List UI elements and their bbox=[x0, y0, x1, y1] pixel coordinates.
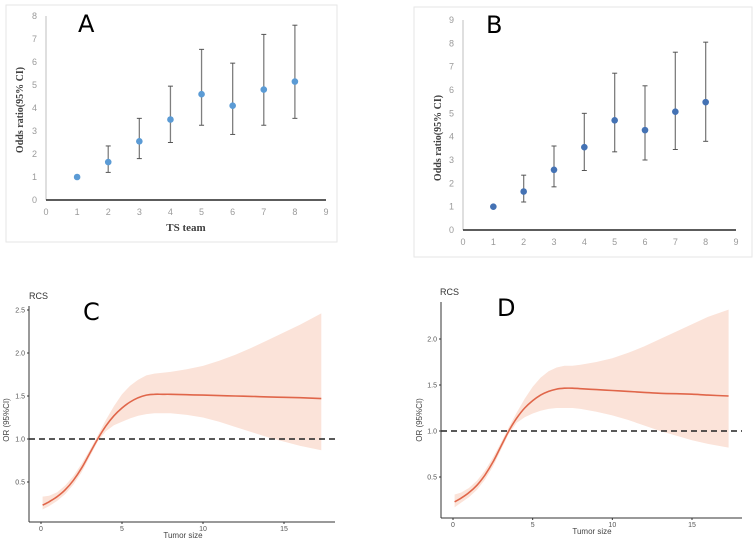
y-tick-label: 6 bbox=[449, 85, 454, 95]
panel-a-x-axis-label: TS team bbox=[166, 222, 205, 234]
x-tick-label: 10 bbox=[199, 526, 207, 533]
data-point bbox=[520, 188, 527, 195]
x-tick-label: 6 bbox=[230, 207, 235, 217]
x-tick-label: 1 bbox=[75, 207, 80, 217]
x-tick-label: 4 bbox=[168, 207, 173, 217]
x-tick-label: 8 bbox=[292, 207, 297, 217]
panel-a-y-axis-label: Odds ratio(95% CI) bbox=[15, 67, 26, 153]
data-point bbox=[581, 143, 588, 151]
y-tick-label: 0 bbox=[32, 195, 37, 205]
x-tick-label: 1 bbox=[491, 237, 496, 247]
panel-a: 0 1 2 3 4 5 6 7 8 0 1 2 3 4 5 6 7 8 9 A Odds ratio(95% CI… bbox=[5, 4, 338, 243]
panel-b-frame bbox=[413, 6, 753, 258]
y-tick-label: 0.5 bbox=[15, 480, 25, 487]
x-tick-label: 6 bbox=[642, 237, 647, 247]
panel-c-title: RCS bbox=[29, 291, 48, 301]
x-tick-label: 3 bbox=[137, 207, 142, 217]
x-tick-label: 7 bbox=[673, 237, 678, 247]
y-tick-label: 7 bbox=[32, 34, 37, 44]
panel-d-letter: D bbox=[497, 294, 515, 322]
y-tick-label: 4 bbox=[32, 103, 37, 113]
y-tick-label: 1.0 bbox=[427, 429, 437, 436]
confidence-band bbox=[454, 309, 729, 508]
data-point bbox=[104, 158, 112, 166]
y-tick-label: 2.5 bbox=[15, 308, 25, 315]
y-tick-label: 3 bbox=[449, 155, 454, 165]
rcs-curve bbox=[42, 393, 322, 506]
x-tick-label: 9 bbox=[323, 207, 328, 217]
data-point bbox=[229, 102, 236, 109]
panel-c-x-axis-label: Tumor size bbox=[163, 531, 203, 540]
panel-d-title: RCS bbox=[440, 287, 459, 297]
x-tick-label: 10 bbox=[608, 522, 616, 529]
panel-d-y-axis-label: OR (95%CI) bbox=[415, 398, 424, 442]
panel-d-x-axis-label: Tumor size bbox=[572, 527, 612, 536]
y-tick-label: 4 bbox=[449, 132, 454, 142]
y-tick-label: 0.5 bbox=[427, 475, 437, 482]
data-point bbox=[641, 126, 649, 134]
x-tick-label: 5 bbox=[612, 237, 617, 247]
x-tick-label: 4 bbox=[582, 237, 587, 247]
data-point bbox=[260, 86, 268, 93]
data-point bbox=[672, 108, 679, 115]
data-point bbox=[291, 78, 299, 85]
x-tick-label: 7 bbox=[261, 207, 266, 217]
x-tick-label: 0 bbox=[460, 237, 465, 247]
x-tick-label: 8 bbox=[703, 237, 708, 247]
panel-c: 0.51.01.52.02.5 0 5 10 15 RCS C OR (95%CI) … bbox=[2, 291, 335, 540]
panel-c-letter: C bbox=[83, 298, 100, 326]
y-tick-label: 7 bbox=[449, 62, 454, 72]
data-point bbox=[550, 166, 558, 174]
data-point bbox=[167, 116, 174, 123]
y-tick-label: 6 bbox=[32, 57, 37, 67]
y-tick-label: 2 bbox=[32, 149, 37, 159]
y-tick-label: 8 bbox=[449, 38, 454, 48]
y-tick-label: 2.0 bbox=[427, 337, 437, 344]
x-tick-label: 9 bbox=[733, 237, 738, 247]
data-point bbox=[198, 90, 205, 98]
y-tick-label: 1.0 bbox=[15, 437, 25, 444]
panel-b-letter: B bbox=[486, 11, 502, 39]
x-tick-label: 2 bbox=[521, 237, 526, 247]
data-point bbox=[702, 98, 709, 106]
data-point bbox=[136, 138, 143, 145]
y-tick-label: 2.0 bbox=[15, 351, 25, 358]
x-tick-label: 0 bbox=[39, 526, 43, 533]
y-tick-label: 3 bbox=[32, 126, 37, 136]
x-tick-label: 0 bbox=[451, 522, 455, 529]
data-point bbox=[611, 117, 618, 124]
rcs-curve bbox=[454, 387, 729, 503]
y-tick-label: 5 bbox=[32, 80, 37, 90]
y-tick-label: 0 bbox=[449, 225, 454, 235]
y-tick-label: 5 bbox=[449, 108, 454, 118]
y-tick-label: 2 bbox=[449, 178, 454, 188]
x-tick-label: 5 bbox=[199, 207, 204, 217]
x-tick-label: 5 bbox=[531, 522, 535, 529]
panel-d: 0.5 1.0 1.5 2.0 0 5 10 15 RCS D OR (95%CI) Tum… bbox=[415, 287, 742, 536]
x-tick-label: 5 bbox=[120, 526, 124, 533]
y-tick-label: 9 bbox=[449, 15, 454, 25]
data-point bbox=[490, 203, 497, 210]
y-tick-label: 8 bbox=[32, 11, 37, 21]
data-point bbox=[73, 173, 81, 181]
x-tick-label: 0 bbox=[43, 207, 48, 217]
y-tick-label: 1.5 bbox=[15, 394, 25, 401]
panel-a-frame bbox=[5, 4, 338, 243]
x-tick-label: 15 bbox=[280, 526, 288, 533]
y-tick-label: 1 bbox=[32, 172, 37, 182]
x-tick-label: 15 bbox=[688, 522, 696, 529]
confidence-band bbox=[42, 313, 322, 510]
panel-b-y-axis-label: Odds ratio(95% CI) bbox=[433, 95, 444, 181]
x-tick-label: 2 bbox=[106, 207, 111, 217]
panel-a-letter: A bbox=[78, 10, 95, 38]
x-tick-label: 3 bbox=[551, 237, 556, 247]
y-tick-label: 1 bbox=[449, 202, 454, 212]
y-tick-label: 1.5 bbox=[427, 383, 437, 390]
panel-b: 0 1 2 3 4 5 6 7 8 9 0 1 2 3 4 5 6 7 8 9 B Odds ratio(95% C… bbox=[413, 6, 753, 258]
panel-c-y-axis-label: OR (95%CI) bbox=[2, 398, 11, 442]
